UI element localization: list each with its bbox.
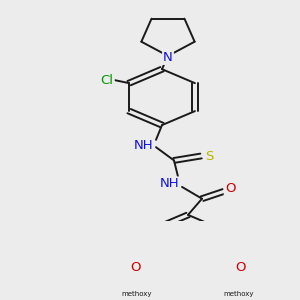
Text: N: N bbox=[163, 51, 173, 64]
Text: NH: NH bbox=[160, 178, 180, 190]
Text: Cl: Cl bbox=[100, 74, 114, 87]
Text: O: O bbox=[236, 261, 246, 274]
Text: methoxy: methoxy bbox=[122, 291, 152, 297]
Text: O: O bbox=[225, 182, 235, 195]
Text: NH: NH bbox=[134, 139, 154, 152]
Text: S: S bbox=[205, 149, 213, 163]
Text: methoxy: methoxy bbox=[224, 291, 254, 297]
Text: O: O bbox=[130, 261, 140, 274]
